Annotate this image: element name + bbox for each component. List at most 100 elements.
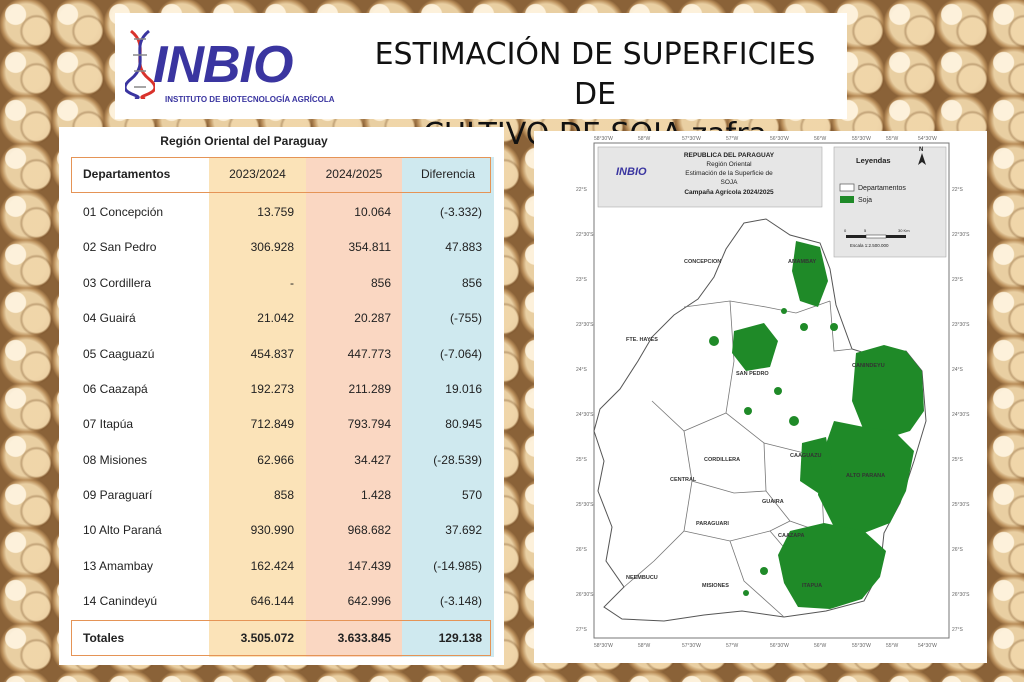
totals-row-frame xyxy=(71,620,491,656)
lat-tick: 27°S xyxy=(952,627,964,633)
legend-item: Departamentos xyxy=(858,185,906,192)
map-svg: 58°30'W 58°W 57°30'W 57°W 56°30'W 56°W 5… xyxy=(576,136,970,649)
lon-ticks-bottom: 58°30'W 58°W 57°30'W 57°W 56°30'W 56°W 5… xyxy=(594,643,937,649)
lat-tick: 26°S xyxy=(952,547,964,553)
lat-tick: 23°S xyxy=(952,277,964,283)
row-diferencia: 570 xyxy=(461,488,482,502)
lon-tick: 54°30'W xyxy=(918,136,937,142)
row-diferencia: (-3.332) xyxy=(439,205,482,219)
soja-patch xyxy=(760,567,768,575)
header-2023-2024: 2023/2024 xyxy=(229,167,286,181)
totals-2023-2024: 3.505.072 xyxy=(240,631,294,645)
dept-label: GUAIRA xyxy=(762,499,784,505)
soja-patch xyxy=(743,590,749,596)
row-2023-2024: 712.849 xyxy=(250,417,294,431)
header-banner: INBIO INSTITUTO DE BIOTECNOLOGÍA AGRÍCOL… xyxy=(115,13,847,152)
lon-tick: 57°W xyxy=(726,643,739,649)
scale-text: Escala 1:2.500.000 xyxy=(850,243,889,248)
row-2024-2025: 856 xyxy=(370,276,391,290)
north-label: N xyxy=(919,147,923,153)
row-name: 03 Cordillera xyxy=(83,276,152,290)
row-name: 08 Misiones xyxy=(83,453,148,467)
lon-ticks-top: 58°30'W 58°W 57°30'W 57°W 56°30'W 56°W 5… xyxy=(594,136,937,142)
row-name: 13 Amambay xyxy=(83,559,154,573)
row-2023-2024: 13.759 xyxy=(257,205,294,219)
map-title-line: Campaña Agrícola 2024/2025 xyxy=(684,189,774,196)
row-2023-2024: 162.424 xyxy=(250,559,294,573)
dept-label: NEEMBUCU xyxy=(626,575,658,581)
row-2024-2025: 147.439 xyxy=(347,559,391,573)
row-name: 05 Caaguazú xyxy=(83,347,155,361)
header-departamentos: Departamentos xyxy=(83,167,171,181)
dept-label: CAAZAPA xyxy=(778,533,805,539)
map-frame xyxy=(593,142,950,639)
dept-label: CAAGUAZU xyxy=(790,453,821,459)
row-2023-2024: 454.837 xyxy=(250,347,294,361)
row-name: 01 Concepción xyxy=(83,205,164,219)
lon-tick: 57°30'W xyxy=(682,643,701,649)
row-2023-2024: 62.966 xyxy=(257,453,294,467)
lat-tick: 24°S xyxy=(952,367,964,373)
row-name: 09 Paraguarí xyxy=(83,488,153,502)
legend-title: Leyendas xyxy=(856,156,891,165)
dept-label: CANINDEYU xyxy=(852,363,885,369)
scale-tick: 30 Km xyxy=(898,228,910,233)
logo-wordmark: INBIO xyxy=(153,36,293,94)
row-2024-2025: 447.773 xyxy=(347,347,391,361)
row-diferencia: (-7.064) xyxy=(439,347,482,361)
surface-table: Región Oriental del Paraguay Departament… xyxy=(59,127,504,665)
map-title-line: Región Oriental xyxy=(706,161,752,168)
legend-swatch-soja xyxy=(840,196,854,203)
dept-label: CONCEPCION xyxy=(684,259,721,265)
lat-tick: 24°S xyxy=(576,367,588,373)
dept-label: ITAPUA xyxy=(802,583,822,589)
lat-tick: 22°30'S xyxy=(576,232,594,238)
dept-label: ALTO PARANA xyxy=(846,473,885,479)
lat-ticks-right: 22°S 22°30'S 23°S 23°30'S 24°S 24°30'S 2… xyxy=(952,187,970,633)
inbio-logo: INBIO INSTITUTO DE BIOTECNOLOGÍA AGRÍCOL… xyxy=(125,27,335,107)
row-2024-2025: 1.428 xyxy=(360,488,391,502)
row-diferencia: (-28.539) xyxy=(433,453,482,467)
row-diferencia: 80.945 xyxy=(445,417,482,431)
scale-bar: 0 5 30 Km Escala 1:2.500.000 xyxy=(844,228,910,248)
lat-tick: 24°30'S xyxy=(576,412,594,418)
logo-subtitle: INSTITUTO DE BIOTECNOLOGÍA AGRÍCOLA xyxy=(165,95,335,104)
column-diferencia-bg xyxy=(402,157,494,657)
header-row-frame xyxy=(71,157,491,193)
row-2024-2025: 211.289 xyxy=(348,382,392,396)
lon-tick: 58°W xyxy=(638,643,651,649)
lon-tick: 57°30'W xyxy=(682,136,701,142)
totals-diferencia: 129.138 xyxy=(438,631,482,645)
row-diferencia: 19.016 xyxy=(445,382,482,396)
dept-label: CENTRAL xyxy=(670,477,697,483)
soja-patch xyxy=(781,308,787,314)
lat-tick: 24°30'S xyxy=(952,412,970,418)
lat-tick: 26°30'S xyxy=(952,592,970,598)
soja-patch xyxy=(709,336,719,346)
table-region-title: Región Oriental del Paraguay xyxy=(160,134,328,148)
row-2023-2024: 646.144 xyxy=(250,594,294,608)
row-2023-2024: 306.928 xyxy=(250,240,294,254)
row-diferencia: (-755) xyxy=(449,311,482,325)
legend-item: Soja xyxy=(858,197,872,204)
lon-tick: 56°W xyxy=(814,643,827,649)
totals-2024-2025: 3.633.845 xyxy=(337,631,391,645)
row-2024-2025: 34.427 xyxy=(354,453,391,467)
row-2024-2025: 20.287 xyxy=(354,311,391,325)
scale-tick: 0 xyxy=(844,228,847,233)
soja-map: 58°30'W 58°W 57°30'W 57°W 56°30'W 56°W 5… xyxy=(534,131,987,663)
row-diferencia: 856 xyxy=(461,276,482,290)
scale-tick: 5 xyxy=(864,228,867,233)
row-name: 07 Itapúa xyxy=(83,417,134,431)
row-diferencia: 37.692 xyxy=(445,523,482,537)
lon-tick: 57°W xyxy=(726,136,739,142)
row-2023-2024: 858 xyxy=(273,488,294,502)
lon-tick: 58°30'W xyxy=(594,136,613,142)
lat-tick: 22°S xyxy=(952,187,964,193)
lat-tick: 25°S xyxy=(576,457,588,463)
lat-tick: 23°30'S xyxy=(952,322,970,328)
lon-tick: 56°30'W xyxy=(770,643,789,649)
dept-label: PARAGUARI xyxy=(696,521,729,527)
north-arrow-icon xyxy=(918,153,926,165)
row-name: 06 Caazapá xyxy=(83,382,148,396)
